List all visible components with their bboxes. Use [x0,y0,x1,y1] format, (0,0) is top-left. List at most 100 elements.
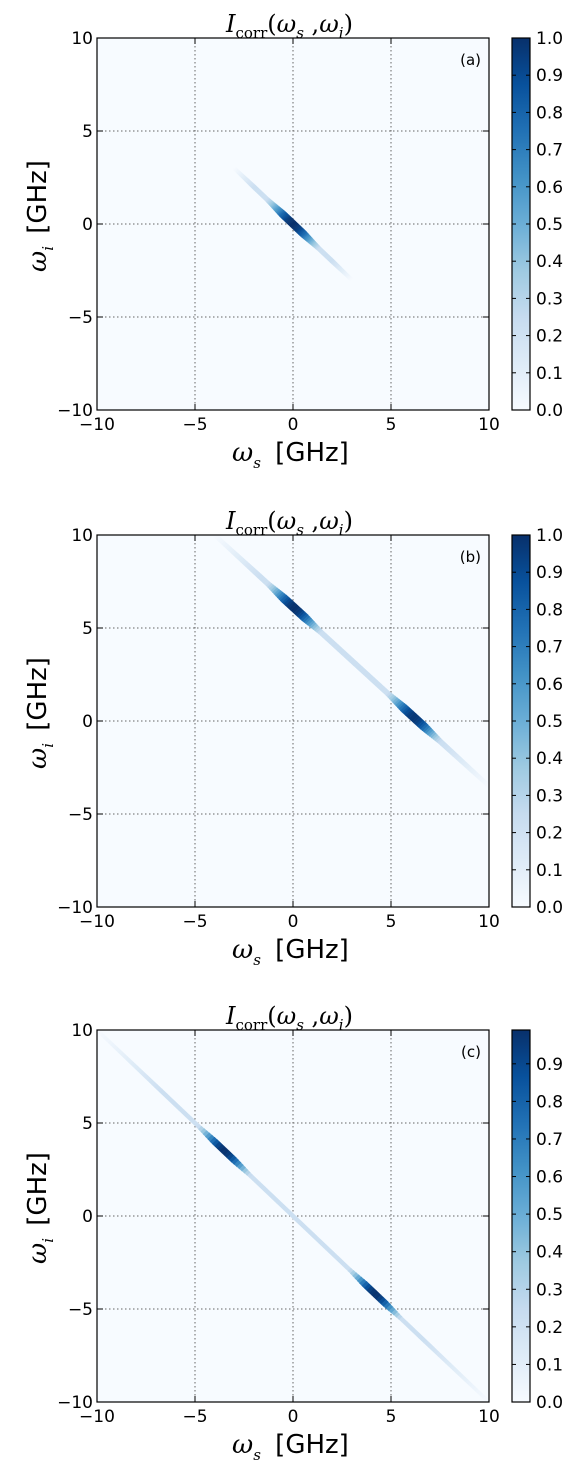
axis-subscript: s [253,951,261,969]
colorbar-tick-label: 0.5 [536,1205,563,1225]
colorbar-tick-label: 0.7 [536,1130,563,1150]
x-tick-label: 5 [386,1407,397,1427]
title-symbol: I [225,10,236,38]
colorbar-gradient [512,535,530,907]
colorbar-tick-label: 0.3 [536,1280,563,1300]
colorbar-tick-label: 0.7 [536,141,563,161]
axis-unit: [GHz] [23,657,53,739]
chart-title: Icorr(ωs ,ωi) [225,10,353,42]
axis-unit: [GHz] [23,1152,53,1234]
y-tick-label: 0 [82,1207,93,1227]
axis-subscript: i [39,246,57,251]
colorbar-tick-label: 0.9 [536,1055,563,1075]
axis-symbol: ω [23,748,53,769]
y-tick-label: 5 [82,619,93,639]
x-tick-label: −5 [182,415,207,435]
colorbar-tick-label: 0.4 [536,252,563,272]
y-tick-label: 0 [82,215,93,235]
colorbar-tick-label: 0.5 [536,215,563,235]
x-tick-label: −5 [182,1407,207,1427]
colorbar-tick-label: 0.9 [536,66,563,86]
x-tick-label: 5 [386,415,397,435]
title-subscript: i [339,521,344,539]
x-tick-label: 5 [386,912,397,932]
heatmap-cell [485,1398,489,1402]
x-tick-label: −10 [79,415,115,435]
y-tick-label: 5 [82,122,93,142]
colorbar-tick-label: 0.1 [536,364,563,384]
title-text: ( [267,1002,276,1030]
title-text: ) [344,1002,353,1030]
title-text: , [304,1002,319,1030]
y-tick-label: −5 [68,308,93,328]
title-text: ω [319,1002,339,1030]
axis-symbol: ω [232,438,253,468]
x-tick-label: 0 [288,1407,299,1427]
heatmap-cell [234,1160,242,1168]
title-text: ω [277,1002,297,1030]
title-symbol: I [225,1002,236,1030]
axis-unit: [GHz] [267,438,349,468]
y-tick-label: 10 [71,526,93,546]
colorbar-tick-label: 0.4 [536,749,563,769]
title-text: ω [319,10,339,38]
y-axis-label: ωi [GHz] [23,657,57,769]
x-tick-label: −5 [182,912,207,932]
colorbar-tick-label: 0.8 [536,600,563,620]
data-layer [97,1030,489,1402]
colorbar-tick-label: 0.2 [536,327,563,347]
colorbar-tick-label: 0.1 [536,1355,563,1375]
title-subscript: i [339,1016,344,1034]
y-tick-label: 10 [71,29,93,49]
colorbar-tick-label: 1.0 [536,29,563,49]
y-axis-label: ωi [GHz] [23,1152,57,1264]
y-tick-label: −10 [57,401,93,421]
x-axis-label: ωs [GHz] [232,935,349,969]
data-layer [212,535,489,788]
axis-unit: [GHz] [23,160,53,242]
colorbar-tick-label: 0.2 [536,824,563,844]
colorbar-gradient [512,1030,530,1402]
title-text: ) [344,10,353,38]
chart-title: Icorr(ωs ,ωi) [225,1002,353,1034]
colorbar-tick-label: 0.6 [536,1168,563,1188]
y-tick-label: −10 [57,898,93,918]
colorbar-tick-label: 0.1 [536,861,563,881]
title-subscript: i [339,24,344,42]
colorbar-tick-label: 0.6 [536,178,563,198]
x-axis-label: ωs [GHz] [232,438,349,472]
colorbar-tick-label: 0.9 [536,563,563,583]
heatmap-cell [386,1304,394,1312]
colorbar-tick-label: 0.6 [536,675,563,695]
colorbar: 0.0 0.1 0.2 0.3 0.4 0.5 0.6 0.7 0.8 0.9 1.0 [511,29,563,421]
heatmap-cell [236,1162,244,1170]
y-tick-label: 0 [82,712,93,732]
y-tick-label: −5 [68,805,93,825]
panel-label: (a) [460,51,481,69]
x-tick-label: −10 [79,1407,115,1427]
title-text: ω [277,507,297,535]
heatmap-cell [485,782,489,788]
title-symbol: I [225,507,236,535]
x-tick-label: 0 [288,415,299,435]
title-text: ω [319,507,339,535]
colorbar-tick-label: 0.0 [536,401,563,421]
title-subscript: corr [235,1016,268,1034]
axis-symbol: ω [23,1243,53,1264]
axis-subscript: s [253,1446,261,1461]
colorbar-tick-label: 0.4 [536,1243,563,1263]
y-tick-label: 5 [82,1114,93,1134]
axis-subscript: s [253,454,261,472]
title-subscript: s [296,1016,304,1034]
colorbar-frame [511,1029,531,1403]
colorbar-tick-label: 0.5 [536,712,563,732]
y-axis-label: ωi [GHz] [23,160,57,272]
title-subscript: s [296,521,304,539]
title-text: , [304,10,319,38]
colorbar-tick-label: 0.2 [536,1318,563,1338]
title-text: , [304,507,319,535]
colorbar-gradient [512,38,530,410]
x-tick-label: 10 [478,415,500,435]
